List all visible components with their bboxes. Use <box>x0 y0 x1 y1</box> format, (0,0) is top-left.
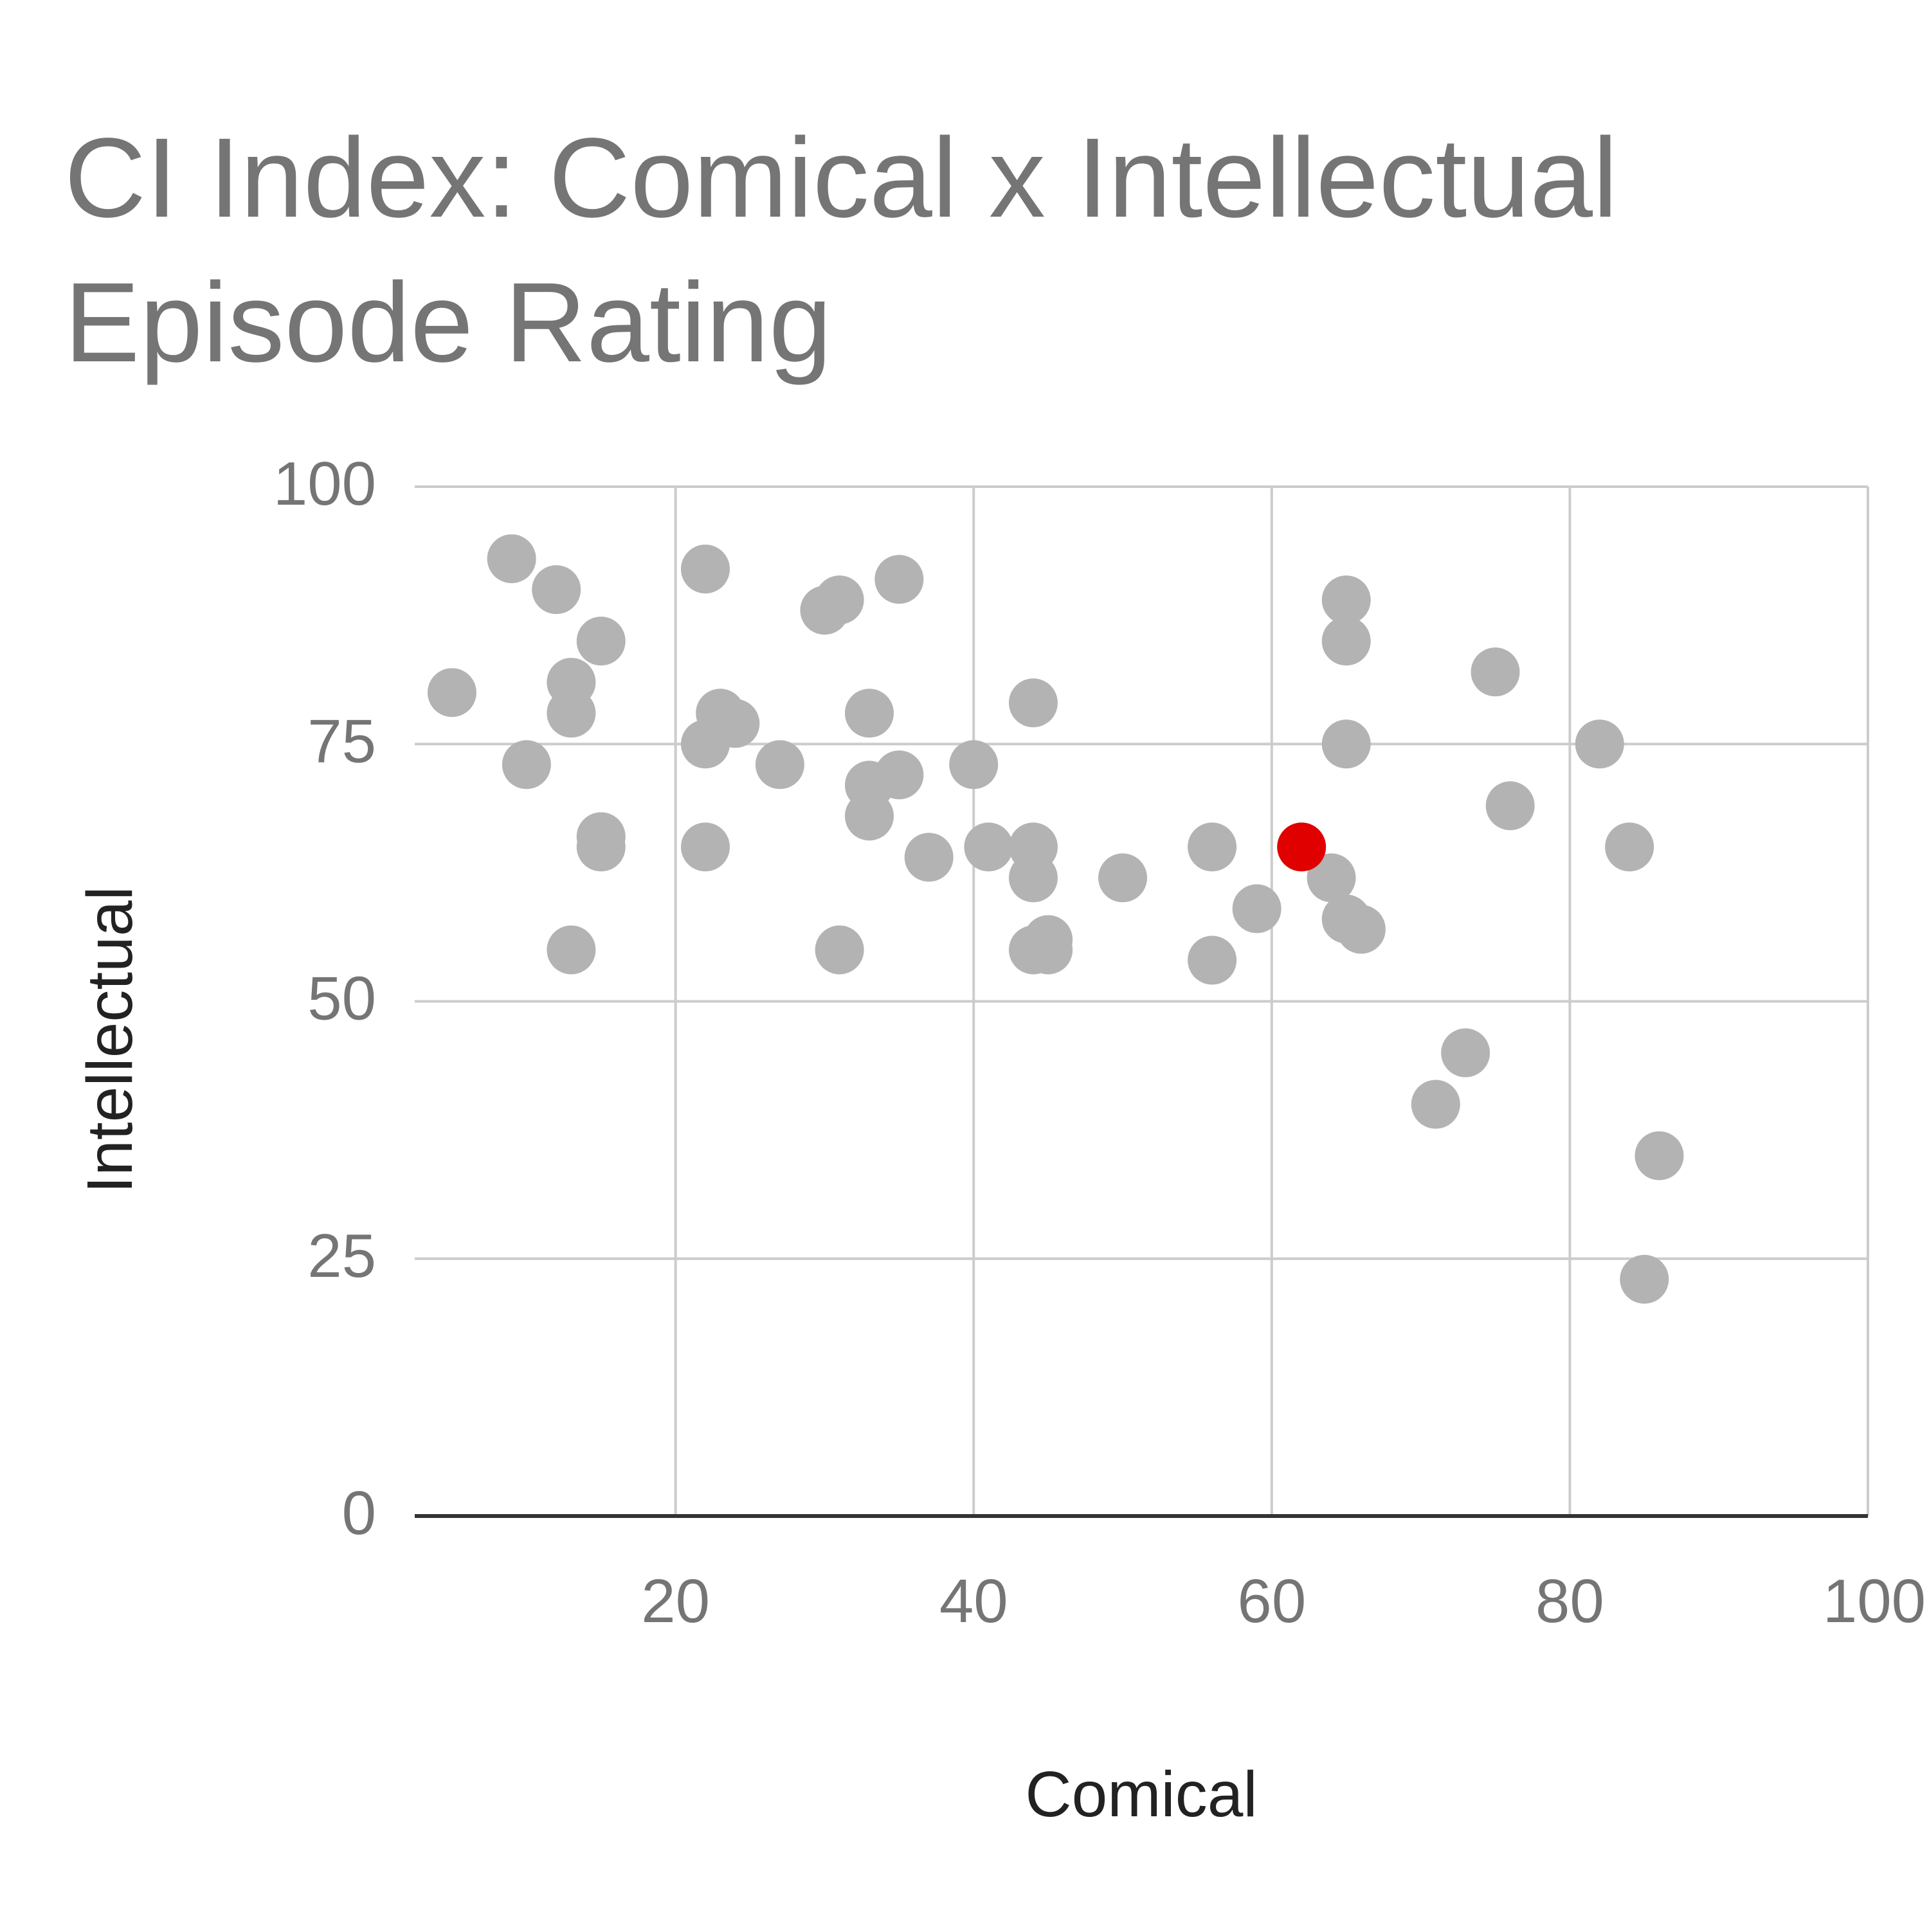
data-point <box>1098 853 1148 903</box>
data-point <box>1307 853 1356 903</box>
data-point <box>576 822 626 872</box>
data-point <box>815 575 864 625</box>
data-point <box>815 925 864 975</box>
x-axis-title: Comical <box>1025 1758 1257 1830</box>
y-tick-label: 0 <box>342 1479 376 1548</box>
data-point <box>1188 935 1237 985</box>
data-point <box>487 534 536 584</box>
data-point <box>1188 822 1237 872</box>
data-point <box>681 719 730 769</box>
data-point <box>1441 1028 1490 1078</box>
data-point <box>576 617 626 666</box>
y-tick-label: 75 <box>307 707 376 775</box>
data-point <box>1620 1254 1669 1304</box>
y-axis-title: Intellectual <box>74 886 146 1193</box>
data-point <box>1605 822 1654 872</box>
highlighted-data-point <box>1277 822 1327 872</box>
data-point <box>1471 647 1520 697</box>
data-point <box>949 740 999 790</box>
data-point <box>1232 884 1281 934</box>
x-tick-label: 100 <box>1823 1567 1926 1636</box>
data-point <box>1008 853 1058 903</box>
data-point <box>681 822 730 872</box>
data-point <box>1485 781 1535 831</box>
data-point <box>1321 575 1371 625</box>
data-point <box>1635 1131 1684 1180</box>
highlighted-points <box>1277 822 1327 872</box>
x-tick-label: 60 <box>1237 1567 1306 1636</box>
data-point <box>904 833 954 882</box>
data-point <box>874 750 924 800</box>
x-tick-label: 20 <box>641 1567 710 1636</box>
data-point <box>1008 678 1058 728</box>
data-point <box>427 668 476 718</box>
data-points <box>427 534 1684 1304</box>
data-point <box>547 689 596 738</box>
data-point <box>964 822 1013 872</box>
data-point <box>1321 617 1371 666</box>
x-tick-label: 80 <box>1535 1567 1604 1636</box>
data-point <box>844 689 894 738</box>
x-tick-label: 40 <box>939 1567 1008 1636</box>
y-tick-label: 50 <box>307 964 376 1033</box>
data-point <box>681 545 730 594</box>
data-point <box>874 555 924 604</box>
y-tick-label: 100 <box>273 449 376 518</box>
data-point <box>755 740 804 790</box>
data-point <box>1575 719 1624 769</box>
data-point <box>547 925 596 975</box>
data-point <box>1321 719 1371 769</box>
data-point <box>532 565 581 615</box>
data-point <box>1411 1079 1460 1129</box>
data-point <box>502 740 551 790</box>
data-point <box>844 791 894 841</box>
chart-title: CI Index: Comical x Intellectual Episode… <box>64 115 1618 386</box>
data-point <box>1024 925 1073 975</box>
data-point <box>1336 905 1386 954</box>
grid <box>415 485 1869 1516</box>
axes: 0 25 50 75 100 20 40 60 80 100 Comical Intellectual <box>74 449 1926 1830</box>
y-tick-label: 25 <box>307 1222 376 1290</box>
